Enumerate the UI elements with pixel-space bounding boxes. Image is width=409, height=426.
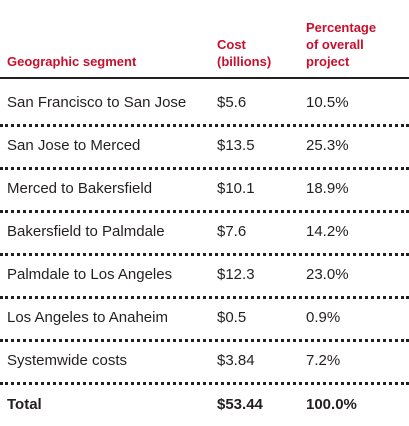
percentage-cell: 23.0% bbox=[306, 266, 349, 283]
cost-cell: $13.5 bbox=[217, 137, 255, 154]
header-pct-line3: project bbox=[306, 54, 350, 69]
row-divider bbox=[0, 253, 409, 256]
segment-cell: Systemwide costs bbox=[7, 352, 128, 369]
percentage-cell: 7.2% bbox=[306, 352, 341, 369]
table-row: San Francisco to San Jose $5.6 10.5% bbox=[0, 92, 409, 114]
table-row: Systemwide costs $3.84 7.2% bbox=[0, 350, 409, 372]
percentage-cell: 18.9% bbox=[306, 180, 349, 197]
segment-cell: Los Angeles to Anaheim bbox=[7, 309, 168, 326]
segment-cell: San Francisco to San Jose bbox=[7, 94, 187, 111]
segment-cell: Bakersfield to Palmdale bbox=[7, 223, 165, 240]
header-pct-line2: of overall bbox=[306, 37, 364, 52]
header-percentage: Percentage of overall project bbox=[306, 19, 376, 70]
header-cost-line1: Cost bbox=[217, 37, 246, 52]
row-divider bbox=[0, 124, 409, 127]
cost-cell: $10.1 bbox=[217, 180, 255, 197]
header-pct-line1: Percentage bbox=[306, 20, 377, 35]
row-divider bbox=[0, 339, 409, 342]
row-divider bbox=[0, 296, 409, 299]
table-row: Merced to Bakersfield $10.1 18.9% bbox=[0, 178, 409, 200]
table-row: Bakersfield to Palmdale $7.6 14.2% bbox=[0, 221, 409, 243]
total-percentage: 100.0% bbox=[306, 396, 357, 413]
cost-cell: $3.84 bbox=[217, 352, 255, 369]
header-cost: Cost (billions) bbox=[217, 36, 271, 70]
segment-cell: San Jose to Merced bbox=[7, 137, 141, 154]
segment-cell: Merced to Bakersfield bbox=[7, 180, 153, 197]
total-cost: $53.44 bbox=[217, 396, 263, 413]
table-row: Los Angeles to Anaheim $0.5 0.9% bbox=[0, 307, 409, 329]
table-row: San Jose to Merced $13.5 25.3% bbox=[0, 135, 409, 157]
segment-cell: Palmdale to Los Angeles bbox=[7, 266, 173, 283]
cost-cell: $5.6 bbox=[217, 94, 247, 111]
header-cost-line2: (billions) bbox=[217, 54, 272, 69]
percentage-cell: 25.3% bbox=[306, 137, 349, 154]
percentage-cell: 0.9% bbox=[306, 309, 341, 326]
percentage-cell: 10.5% bbox=[306, 94, 349, 111]
header-divider bbox=[0, 77, 409, 79]
percentage-cell: 14.2% bbox=[306, 223, 349, 240]
row-divider bbox=[0, 210, 409, 213]
row-divider bbox=[0, 167, 409, 170]
table-row: Palmdale to Los Angeles $12.3 23.0% bbox=[0, 264, 409, 286]
header-segment: Geographic segment bbox=[7, 54, 137, 69]
total-row: Total $53.44 100.0% bbox=[0, 394, 409, 416]
row-divider bbox=[0, 382, 409, 385]
total-label: Total bbox=[7, 396, 42, 413]
cost-cell: $12.3 bbox=[217, 266, 255, 283]
cost-cell: $0.5 bbox=[217, 309, 247, 326]
cost-cell: $7.6 bbox=[217, 223, 247, 240]
